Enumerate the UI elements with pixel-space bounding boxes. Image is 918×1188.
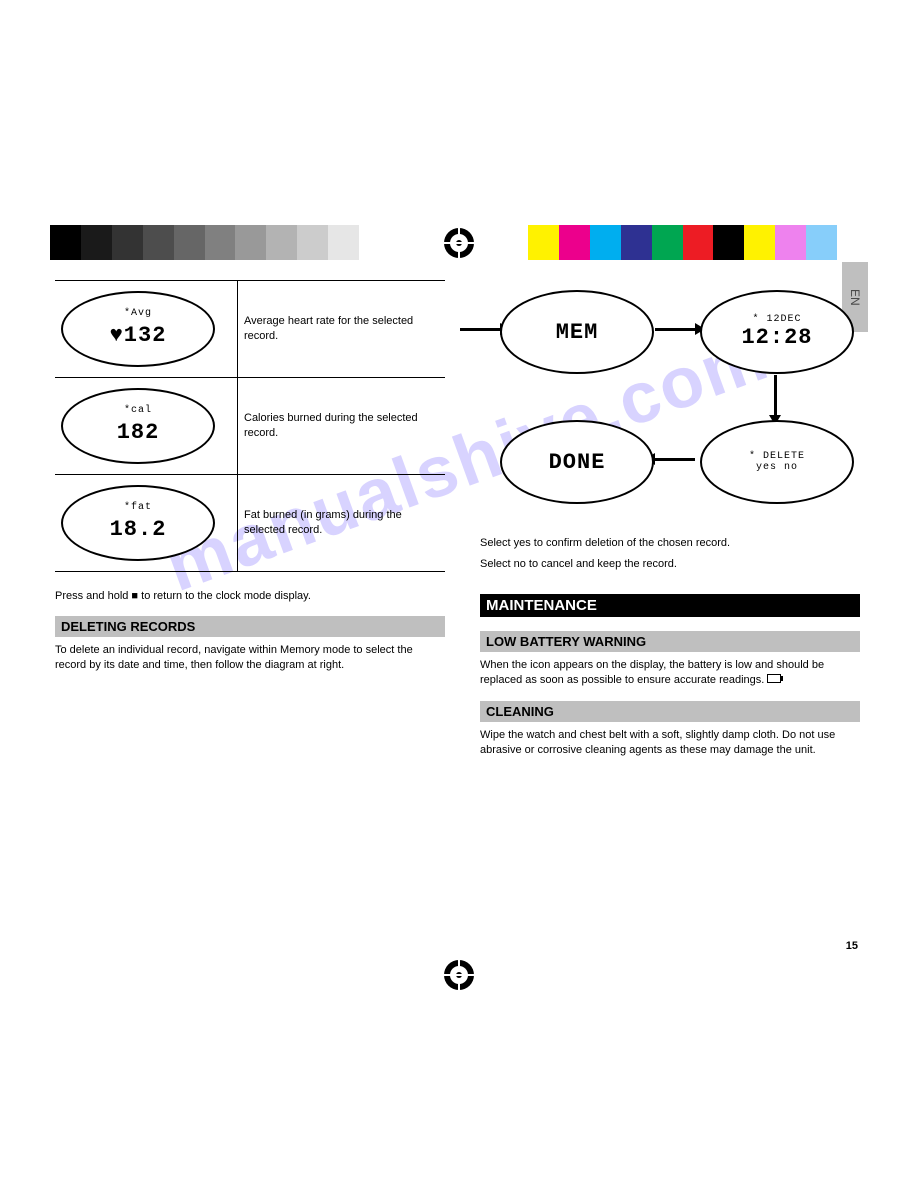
calibration-swatch (652, 225, 683, 260)
lcd-cell: *fat18.2 (55, 475, 238, 572)
calibration-swatch (837, 225, 868, 260)
calibration-swatches-right (528, 225, 868, 260)
table-row: *Avg♥132 Average heart rate for the selec… (55, 281, 445, 378)
table-row: *cal182 Calories burned during the select… (55, 378, 445, 475)
registration-mark-top (444, 228, 474, 258)
lcd-oval: *Avg♥132 (61, 291, 215, 367)
subhead-battery: LOW BATTERY WARNING (480, 631, 860, 652)
flow-node-delete: * DELETE yes no (700, 420, 854, 504)
table-row: *fat18.2 Fat burned (in grams) during the… (55, 475, 445, 572)
clean-paragraph: Wipe the watch and chest belt with a sof… (480, 728, 860, 758)
description-cell: Calories burned during the selected reco… (238, 378, 446, 475)
delete-note-no: Select no to cancel and keep the record. (480, 557, 860, 572)
calibration-swatch (683, 225, 714, 260)
battery-icon (767, 674, 781, 683)
battery-paragraph: When the icon appears on the display, th… (480, 658, 860, 688)
calibration-swatch (775, 225, 806, 260)
flow-node-done: DONE (500, 420, 654, 504)
lcd-cell: *Avg♥132 (55, 281, 238, 378)
arrow-date-to-delete (774, 375, 777, 415)
calibration-swatch (50, 225, 81, 260)
delete-note-yes: Select yes to confirm deletion of the ch… (480, 536, 860, 551)
arrow-mem-to-date (655, 328, 695, 331)
calibration-swatch (559, 225, 590, 260)
description-cell: Fat burned (in grams) during the selecte… (238, 475, 446, 572)
registration-mark-bottom (444, 960, 474, 990)
delete-paragraph: To delete an individual record, navigate… (55, 643, 445, 673)
arrow-into-mem (460, 328, 500, 331)
calibration-swatch (266, 225, 297, 260)
flow-node-mem: MEM (500, 290, 654, 374)
subhead-delete: DELETING RECORDS (55, 616, 445, 637)
arrow-delete-to-done (655, 458, 695, 461)
return-note: Press and hold ■ to return to the clock … (55, 590, 445, 602)
flow-node-date: * 12DEC 12:28 (700, 290, 854, 374)
calibration-swatch (359, 225, 390, 260)
calibration-swatch (713, 225, 744, 260)
calibration-swatch (143, 225, 174, 260)
calibration-swatch (806, 225, 837, 260)
page-number: 15 (846, 940, 858, 952)
calibration-swatch (328, 225, 359, 260)
lcd-screens-table: *Avg♥132 Average heart rate for the selec… (55, 280, 445, 572)
lcd-oval: *fat18.2 (61, 485, 215, 561)
calibration-swatch (297, 225, 328, 260)
manual-page: EN manualshive.com *Avg♥132Average heart… (0, 0, 918, 1188)
section-maintenance: MAINTENANCE (480, 594, 860, 617)
right-column: MEM * 12DEC 12:28 * DELETE yes no DONE S… (480, 280, 860, 758)
delete-flow-diagram: MEM * 12DEC 12:28 * DELETE yes no DONE (480, 280, 860, 530)
calibration-swatch (621, 225, 652, 260)
calibration-swatch (174, 225, 205, 260)
subhead-clean: CLEANING (480, 701, 860, 722)
lcd-cell: *cal182 (55, 378, 238, 475)
calibration-swatch (81, 225, 112, 260)
calibration-swatch (205, 225, 236, 260)
left-column: *Avg♥132 Average heart rate for the selec… (55, 280, 445, 673)
calibration-swatch (590, 225, 621, 260)
calibration-swatch (112, 225, 143, 260)
lcd-oval: *cal182 (61, 388, 215, 464)
calibration-swatch (528, 225, 559, 260)
calibration-swatch (235, 225, 266, 260)
description-cell: Average heart rate for the selected reco… (238, 281, 446, 378)
calibration-swatches-left (50, 225, 390, 260)
calibration-swatch (744, 225, 775, 260)
